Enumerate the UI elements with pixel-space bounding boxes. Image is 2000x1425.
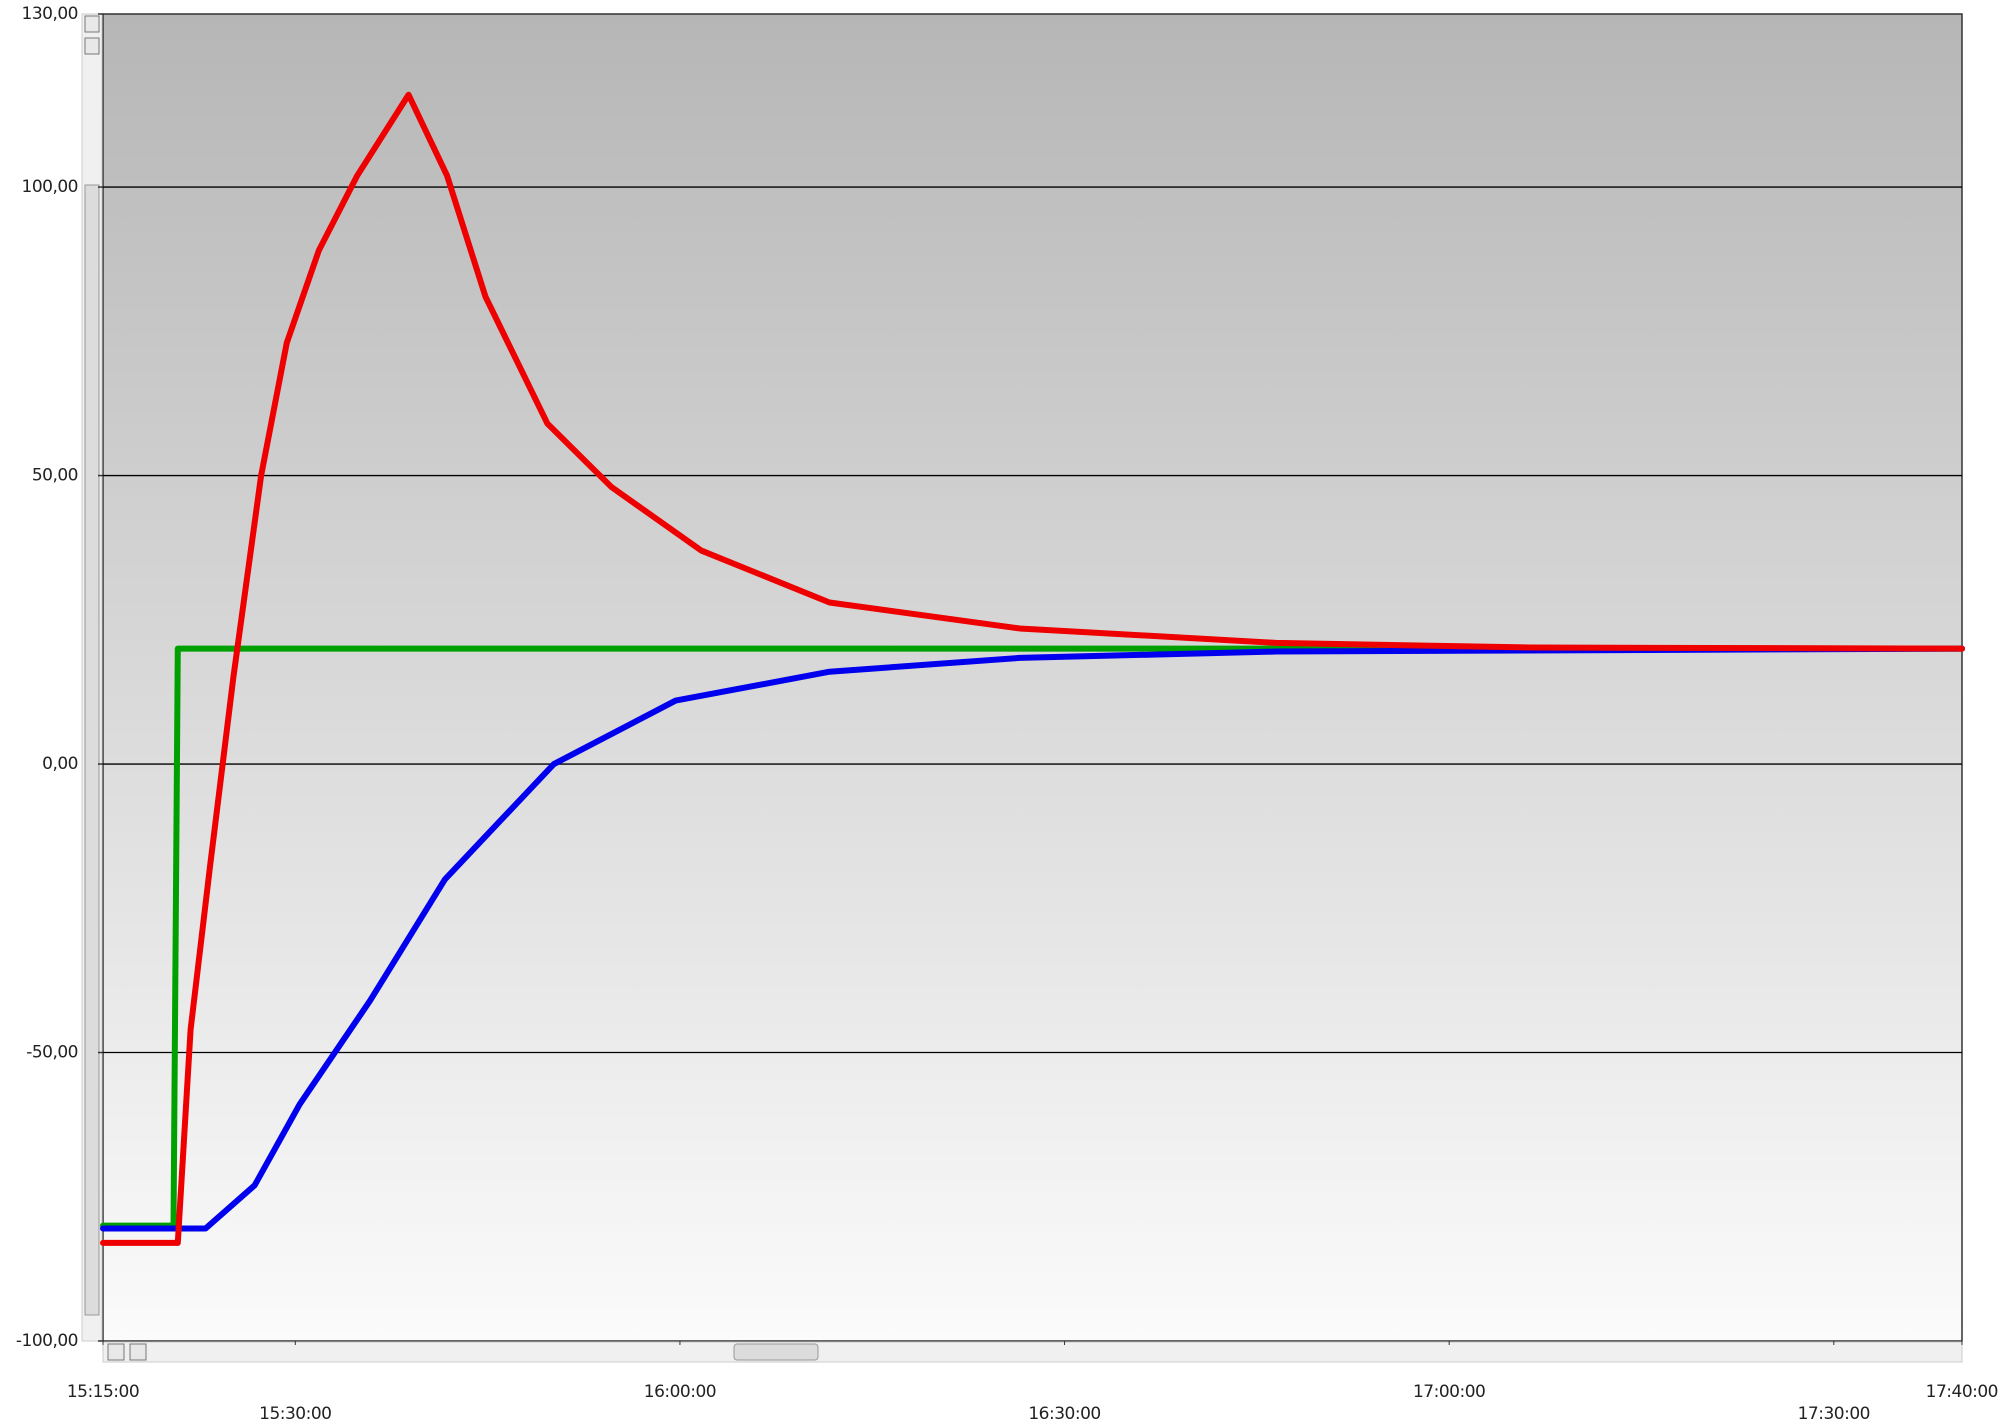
y-tick-label: 50,00: [32, 466, 78, 486]
x-tick-label: 16:30:00: [1028, 1404, 1100, 1424]
y-tick-label: -100,00: [16, 1331, 78, 1351]
horizontal-scrollbar[interactable]: [102, 1341, 1963, 1363]
zoom-reset-button[interactable]: [84, 15, 100, 33]
scroll-thumb[interactable]: [733, 1343, 819, 1361]
scroll-thumb[interactable]: [84, 184, 100, 1316]
vertical-scrollbar[interactable]: [81, 13, 103, 1342]
scroll-track: [102, 1341, 1963, 1363]
plot-area: [102, 13, 1963, 1342]
zoom-reset-button[interactable]: [107, 1343, 125, 1361]
y-tick-label: 0,00: [42, 754, 78, 774]
x-tick-label: 15:30:00: [259, 1404, 331, 1424]
x-tick-label: 15:15:00: [67, 1382, 139, 1402]
series-line: [100, 645, 1965, 1232]
x-tick-label: 17:00:00: [1413, 1382, 1485, 1402]
y-tick-label: -50,00: [26, 1043, 78, 1063]
undo-button[interactable]: [84, 37, 100, 55]
y-tick-label: 100,00: [22, 177, 78, 197]
x-tick-label: 17:40:00: [1926, 1382, 1998, 1402]
y-tick-label: 130,00: [22, 4, 78, 24]
undo-button[interactable]: [129, 1343, 147, 1361]
series-line: [100, 91, 1965, 1246]
x-tick-label: 17:30:00: [1798, 1404, 1870, 1424]
x-tick-label: 16:00:00: [644, 1382, 716, 1402]
